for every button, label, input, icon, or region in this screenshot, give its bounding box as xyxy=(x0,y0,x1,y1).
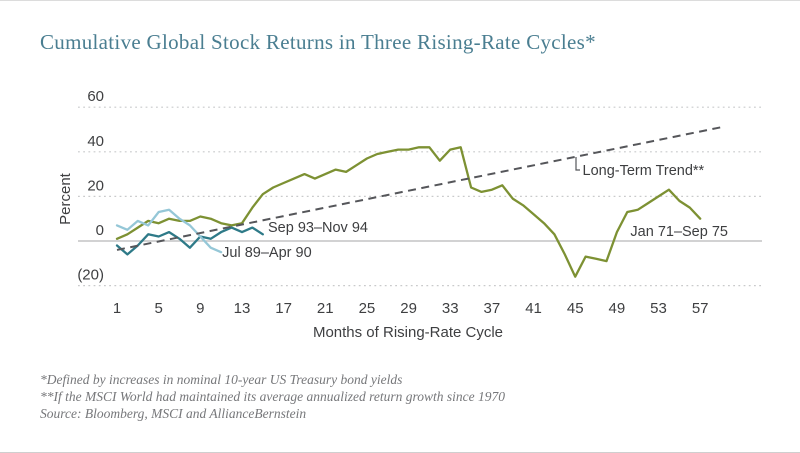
x-tick-label-49: 49 xyxy=(609,300,626,317)
y-tick-label-40: 40 xyxy=(87,133,104,150)
series-line-jan-71-sep-75 xyxy=(115,146,702,278)
y-tick-label--20: (20) xyxy=(77,267,104,284)
x-tick-label-45: 45 xyxy=(567,300,584,317)
footnotes: *Defined by increases in nominal 10-year… xyxy=(40,371,505,422)
x-tick-label-37: 37 xyxy=(484,300,501,317)
y-tick-label-0: 0 xyxy=(96,222,104,239)
x-tick-label-25: 25 xyxy=(359,300,376,317)
footnote-definition: *Defined by increases in nominal 10-year… xyxy=(40,372,403,387)
x-tick-label-57: 57 xyxy=(692,300,709,317)
y-tick-label-20: 20 xyxy=(87,177,104,194)
x-tick-label-17: 17 xyxy=(275,300,292,317)
x-tick-label-21: 21 xyxy=(317,300,334,317)
trend-line xyxy=(116,126,722,251)
x-axis-title: Months of Rising-Rate Cycle xyxy=(313,324,503,341)
x-tick-label-13: 13 xyxy=(234,300,251,317)
x-tick-label-29: 29 xyxy=(400,300,417,317)
x-tick-label-9: 9 xyxy=(196,300,204,317)
y-axis-title: Percent xyxy=(57,172,74,225)
annotation-sep-93-nov-94: Sep 93–Nov 94 xyxy=(268,220,368,236)
x-tick-label-1: 1 xyxy=(113,300,121,317)
y-tick-label-60: 60 xyxy=(87,88,104,105)
x-tick-label-53: 53 xyxy=(650,300,667,317)
footnote-trend: **If the MSCI World had maintained its a… xyxy=(40,389,505,404)
x-tick-label-33: 33 xyxy=(442,300,459,317)
annotation-long-term-trend-: Long-Term Trend** xyxy=(583,163,705,179)
x-tick-label-5: 5 xyxy=(154,300,162,317)
series-line-jul-89-apr-90 xyxy=(115,208,223,254)
annotation-jul-89-apr-90: Jul 89–Apr 90 xyxy=(222,245,311,261)
series-line-sep-93-nov-94 xyxy=(115,226,264,256)
chart-title: Cumulative Global Stock Returns in Three… xyxy=(40,30,596,54)
footnote-source: Source: Bloomberg, MSCI and AllianceBern… xyxy=(40,406,307,421)
annotation-jan-71-sep-75: Jan 71–Sep 75 xyxy=(630,224,728,240)
trend-label-leader xyxy=(575,157,580,171)
x-tick-label-41: 41 xyxy=(525,300,542,317)
